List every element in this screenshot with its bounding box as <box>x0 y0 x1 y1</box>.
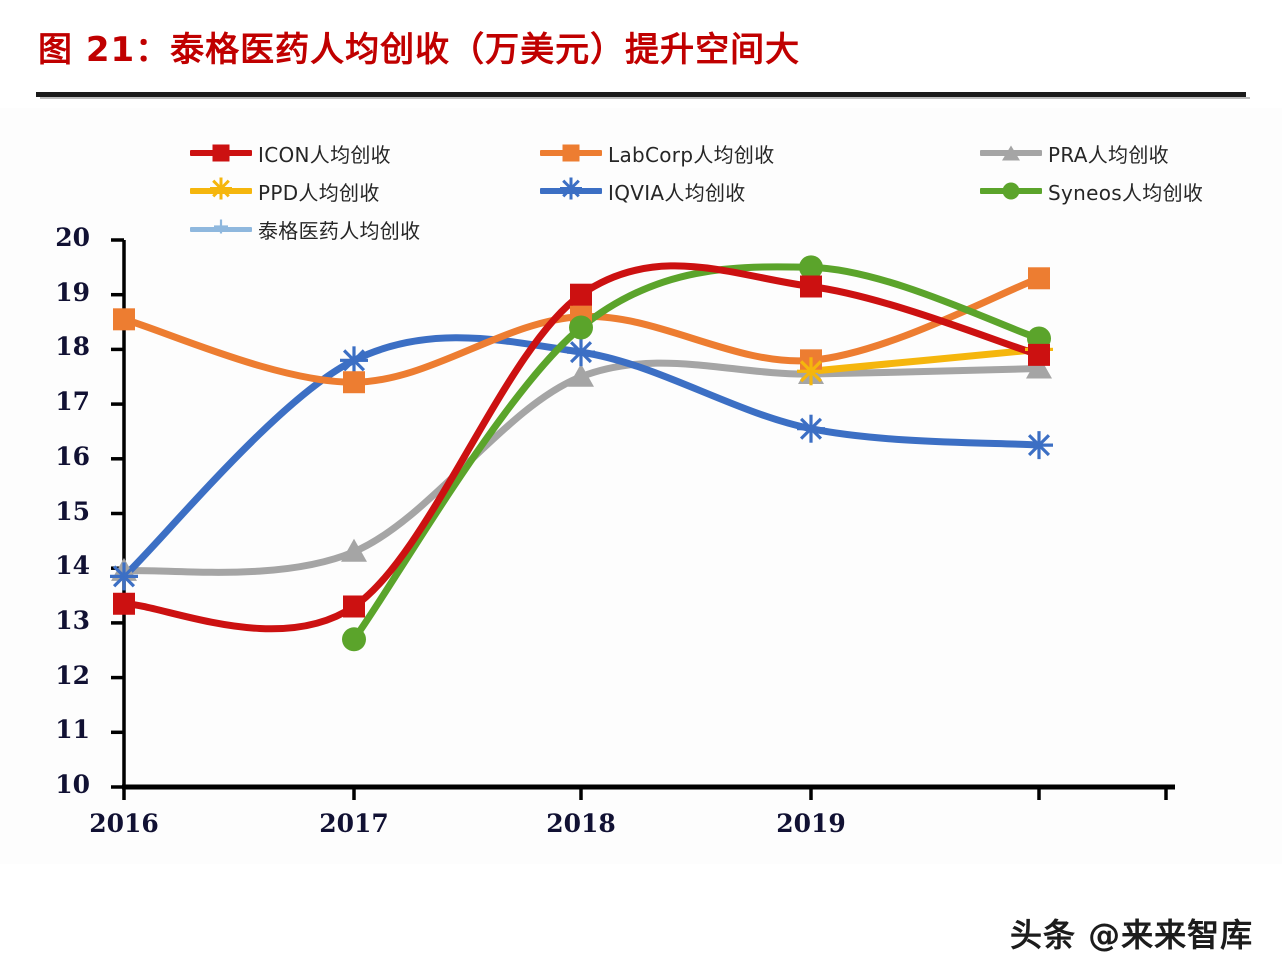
x-axis-tick-label: 2017 <box>294 809 414 838</box>
data-point-square <box>800 275 822 297</box>
y-axis-tick-label: 20 <box>32 223 90 252</box>
data-point-asterisk <box>1025 431 1053 459</box>
data-point-square <box>113 308 135 330</box>
figure-header: 图 21：泰格医药人均创收（万美元）提升空间大 <box>0 0 1282 110</box>
y-axis-tick-label: 17 <box>32 387 90 416</box>
y-axis-tick-label: 11 <box>32 715 90 744</box>
y-axis-tick-label: 12 <box>32 661 90 690</box>
data-point-asterisk <box>567 338 595 366</box>
data-point-asterisk <box>797 415 825 443</box>
watermark: 头条 @来来智库 <box>1010 910 1253 956</box>
y-axis-tick-label: 10 <box>32 770 90 799</box>
data-point-square <box>343 371 365 393</box>
x-axis-tick-label: 2018 <box>521 809 641 838</box>
y-axis-tick-label: 14 <box>32 551 90 580</box>
y-axis-tick-label: 16 <box>32 442 90 471</box>
title-rule <box>36 92 1246 97</box>
marker-layer <box>110 255 1053 651</box>
data-point-square <box>570 284 592 306</box>
data-point-square <box>113 593 135 615</box>
y-axis-tick-label: 13 <box>32 606 90 635</box>
data-point-asterisk <box>340 346 368 374</box>
data-point-asterisk <box>110 562 138 590</box>
data-point-square <box>1028 267 1050 289</box>
y-axis-tick-label: 15 <box>32 497 90 526</box>
title-rule-shadow <box>40 97 1250 99</box>
x-axis-tick-label: 2019 <box>751 809 871 838</box>
data-point-square <box>1028 344 1050 366</box>
data-point-circle <box>569 316 593 340</box>
x-axis-tick-label: 2016 <box>64 809 184 838</box>
data-point-circle <box>342 627 366 651</box>
data-point-square <box>343 595 365 617</box>
figure-title: 图 21：泰格医药人均创收（万美元）提升空间大 <box>38 22 800 71</box>
data-point-asterisk <box>797 357 825 385</box>
chart-svg <box>0 108 1282 864</box>
y-axis-tick-label: 18 <box>32 332 90 361</box>
series-line-PRA <box>124 363 1039 572</box>
y-axis-tick-label: 19 <box>32 278 90 307</box>
